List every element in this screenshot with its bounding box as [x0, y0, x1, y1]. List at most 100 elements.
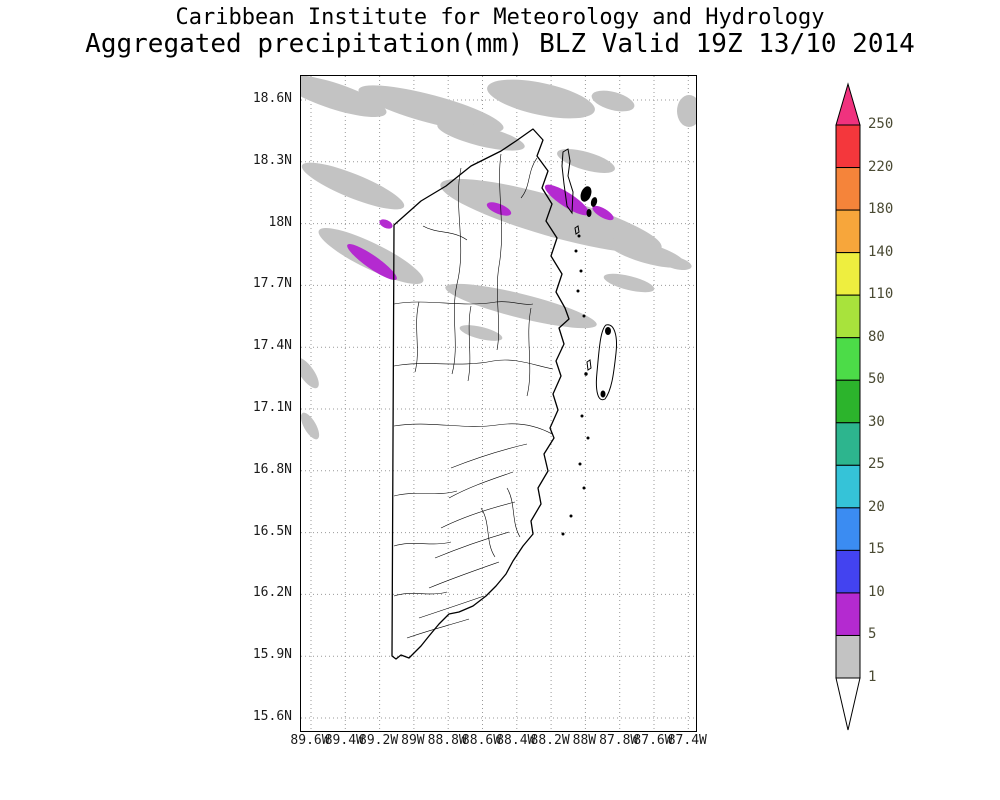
district-boundary-line	[419, 596, 484, 618]
lon-tick-label: 89.6W	[290, 733, 329, 748]
precip-streak-light	[589, 87, 636, 116]
colorbar-segment	[836, 253, 860, 296]
colorbar-label: 30	[868, 414, 885, 430]
lat-tick-label: 15.9N	[230, 647, 292, 662]
lat-tick-label: 16.2N	[230, 585, 292, 600]
precip-streak-light	[301, 410, 323, 442]
colorbar	[830, 80, 900, 742]
lon-tick-label: 89.2W	[359, 733, 398, 748]
precip-streak-light	[458, 322, 504, 344]
colorbar-label: 1	[868, 669, 876, 685]
district-boundary-line	[468, 306, 471, 381]
precip-streak-light	[555, 144, 618, 178]
district-boundary-line	[394, 592, 447, 596]
colorbar-label: 10	[868, 584, 885, 600]
lat-tick-label: 18N	[230, 215, 292, 230]
lon-tick-label: 88.6W	[462, 733, 501, 748]
colorbar-label: 50	[868, 371, 885, 387]
district-boundary-line	[394, 491, 457, 496]
colorbar-label: 80	[868, 329, 885, 345]
colorbar-segment	[836, 593, 860, 636]
colorbar-label: 220	[868, 159, 893, 175]
island-outline	[596, 325, 616, 400]
colorbar-label: 250	[868, 116, 893, 132]
lat-tick-label: 17.7N	[230, 276, 292, 291]
lat-tick-label: 17.4N	[230, 338, 292, 353]
map-frame	[300, 75, 697, 732]
lat-tick-label: 16.5N	[230, 524, 292, 539]
colorbar-segment	[836, 295, 860, 338]
colorbar-scale	[830, 80, 900, 742]
district-boundary-line	[415, 302, 419, 372]
lon-tick-label: 88W	[573, 733, 596, 748]
colorbar-label: 25	[868, 456, 885, 472]
district-boundary-line	[394, 542, 451, 546]
caye-dot	[577, 290, 580, 293]
map-feature-mark	[605, 327, 611, 335]
caye-dot	[581, 415, 584, 418]
caye-dot	[570, 515, 573, 518]
institute-title: Caribbean Institute for Meteorology and …	[0, 5, 1000, 30]
lon-tick-label: 89W	[401, 733, 424, 748]
caye-dot	[579, 463, 582, 466]
caye-dot	[578, 235, 581, 238]
colorbar-segment	[836, 210, 860, 253]
district-boundary-line	[441, 502, 515, 528]
lon-tick-label: 87.8W	[599, 733, 638, 748]
grads-precipitation-map-page: Caribbean Institute for Meteorology and …	[0, 0, 1000, 800]
map-feature-mark	[601, 391, 606, 398]
colorbar-label: 5	[868, 626, 876, 642]
caye-dot	[587, 437, 590, 440]
district-boundary-line	[507, 488, 520, 537]
lat-tick-label: 15.6N	[230, 709, 292, 724]
lon-tick-label: 87.4W	[668, 733, 707, 748]
belize-precipitation-map	[301, 76, 696, 731]
district-boundary-line	[527, 308, 531, 396]
district-boundary-line	[435, 532, 509, 558]
colorbar-label: 140	[868, 244, 893, 260]
colorbar-segment	[836, 380, 860, 423]
lat-tick-label: 17.1N	[230, 400, 292, 415]
caye-dot	[583, 487, 586, 490]
colorbar-label: 20	[868, 499, 885, 515]
caye-dot	[580, 270, 583, 273]
lon-tick-label: 88.8W	[428, 733, 467, 748]
lat-tick-label: 16.8N	[230, 462, 292, 477]
colorbar-segment	[836, 465, 860, 508]
product-title: Aggregated precipitation(mm) BLZ Valid 1…	[0, 29, 1000, 59]
colorbar-bottom-arrow	[836, 678, 860, 730]
caye-dot	[584, 372, 587, 375]
colorbar-segment	[836, 168, 860, 211]
precip-streak-moderate	[378, 217, 394, 230]
lon-tick-label: 88.2W	[531, 733, 570, 748]
map-feature-mark	[590, 196, 598, 207]
lon-tick-label: 87.6W	[633, 733, 672, 748]
district-boundary-line	[407, 619, 469, 638]
district-boundary-line	[449, 472, 513, 498]
colorbar-segment	[836, 125, 860, 168]
colorbar-segment	[836, 423, 860, 466]
lat-tick-label: 18.3N	[230, 153, 292, 168]
lat-tick-label: 18.6N	[230, 91, 292, 106]
precip-streak-light	[484, 76, 598, 126]
precip-streak-light	[602, 270, 656, 296]
caye-dot	[575, 250, 578, 253]
colorbar-label: 15	[868, 541, 885, 557]
district-boundary-line	[429, 562, 499, 588]
precip-streak-light	[301, 154, 408, 217]
island-outline	[587, 360, 591, 370]
colorbar-segment	[836, 550, 860, 593]
district-boundary-line	[481, 508, 495, 557]
district-boundary-line	[394, 424, 552, 434]
district-boundary-line	[451, 444, 527, 468]
map-feature-mark	[579, 185, 594, 203]
colorbar-label: 110	[868, 286, 893, 302]
colorbar-segment	[836, 338, 860, 381]
lon-tick-label: 88.4W	[496, 733, 535, 748]
caye-dot	[583, 315, 586, 318]
precip-streak-light	[677, 95, 696, 127]
lon-tick-label: 89.4W	[325, 733, 364, 748]
map-feature-mark	[587, 209, 592, 217]
precip-streak-light	[301, 354, 323, 392]
colorbar-label: 180	[868, 201, 893, 217]
